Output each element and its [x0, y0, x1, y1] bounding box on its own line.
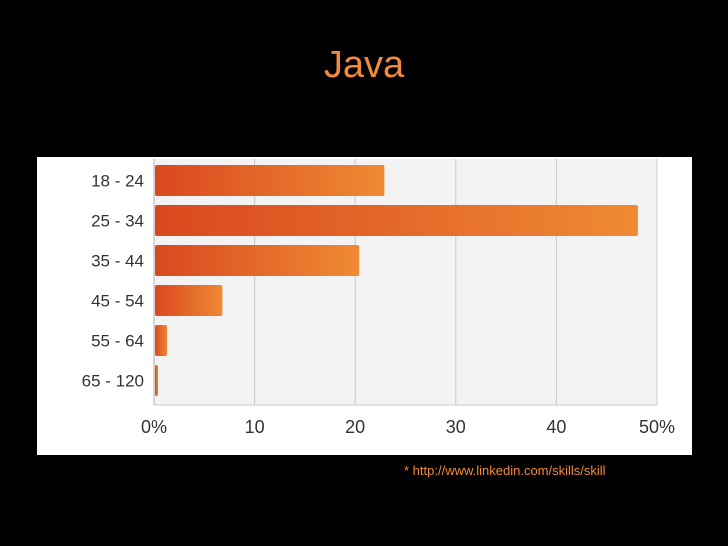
x-tick-label: 30	[446, 417, 466, 437]
bar-55-64	[155, 325, 168, 356]
category-label: 18 - 24	[91, 172, 144, 191]
slide-title: Java	[323, 44, 405, 86]
bar-chart: 18 - 24 25 - 34 35 - 44 45 - 54 55 - 64 65 - …	[82, 159, 675, 437]
bar-35-44	[155, 245, 360, 276]
chart-panel: 18 - 24 25 - 34 35 - 44 45 - 54 55 - 64 65 - …	[37, 157, 692, 455]
category-label: 55 - 64	[91, 332, 144, 351]
x-tick-label: 50%	[639, 417, 675, 437]
plot-area	[154, 159, 657, 405]
category-label: 35 - 44	[91, 252, 144, 271]
bar-18-24	[155, 165, 385, 196]
x-tick-label: 40	[546, 417, 566, 437]
bar-65-120	[155, 365, 159, 396]
bar-45-54	[155, 285, 223, 316]
bar-25-34	[155, 205, 638, 236]
category-label: 65 - 120	[82, 372, 144, 391]
x-tick-label: 20	[345, 417, 365, 437]
source-footnote: * http://www.linkedin.com/skills/skill	[404, 463, 606, 478]
x-tick-label: 0%	[141, 417, 167, 437]
category-label: 25 - 34	[91, 212, 144, 231]
category-label: 45 - 54	[91, 292, 144, 311]
x-tick-label: 10	[245, 417, 265, 437]
